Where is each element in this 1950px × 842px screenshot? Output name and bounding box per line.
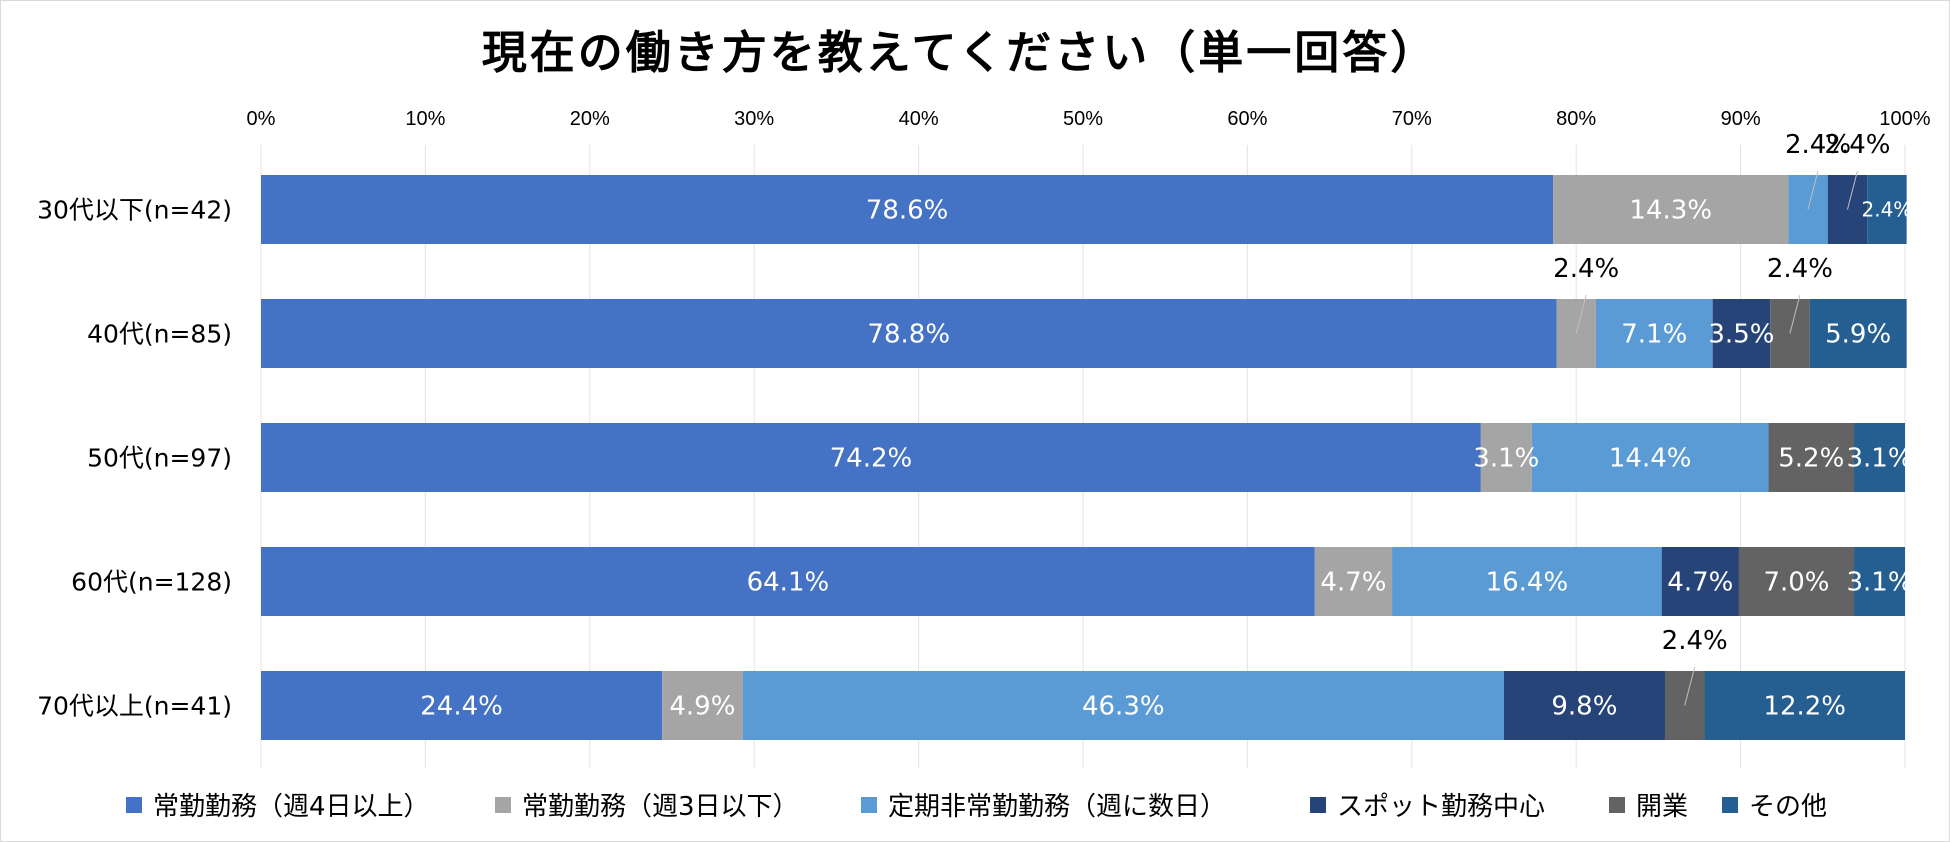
x-tick-label: 40% [899,108,939,130]
data-label-callout: 2.4% [1824,130,1890,160]
x-tick-label: 90% [1721,108,1761,130]
data-label: 46.3% [1082,692,1165,722]
legend-label: 常勤勤務（週3日以下） [522,792,799,822]
legend-swatch [1310,797,1326,813]
x-tick-label: 100% [1879,108,1930,130]
bar-segment [662,671,743,740]
category-label: 40代(n=85) [87,320,232,349]
data-label: 5.9% [1825,320,1891,350]
legend-label: 常勤勤務（週4日以上） [153,792,430,822]
bar-segment [1738,547,1855,616]
category-label: 60代(n=128) [71,568,232,597]
data-label: 78.6% [866,196,949,226]
category-label: 70代以上(n=41) [37,692,232,721]
chart-title: 現在の働き方を教えてください（単一回答） [482,26,1438,79]
data-label-callout: 2.4% [1767,254,1833,284]
data-label: 3.5% [1708,320,1774,350]
bar-segment [1595,299,1713,368]
data-label: 2.4% [1862,198,1913,222]
bar-segment [1661,547,1739,616]
x-axis-ticks: 0% 10% 20% 30% 40% 50% 60% 70% 80% 90% 100% [247,108,1931,130]
x-tick-label: 60% [1227,108,1267,130]
data-label: 4.7% [1320,568,1386,598]
data-label: 64.1% [747,568,830,598]
legend-label: 定期非常勤勤務（週に数日） [888,792,1226,822]
bar-segment [1553,175,1789,244]
bar-segment [1768,423,1855,492]
bar-segment [1531,423,1769,492]
bar-segment [1704,671,1905,740]
data-label: 7.0% [1763,568,1829,598]
data-label: 16.4% [1486,568,1569,598]
x-tick-label: 10% [405,108,445,130]
data-label: 24.4% [420,692,503,722]
bar-segment [1503,671,1665,740]
legend-label: 開業 [1636,792,1688,822]
category-label: 30代以下(n=42) [37,196,232,225]
data-label: 3.1% [1846,568,1912,598]
bar-segment [1809,299,1907,368]
x-tick-label: 70% [1392,108,1432,130]
data-label-callout: 2.4% [1785,130,1851,160]
data-label: 3.1% [1846,444,1912,474]
bar-segment [1854,423,1905,492]
data-labels: 78.6% 14.3%2.4%2.4%2.4%78.8%2.4%7.1% 3.5%2… [420,130,1912,722]
bar-segment [1854,547,1905,616]
bar-segment [261,175,1554,244]
bar-segment [742,671,1504,740]
leader-line [1846,170,1858,210]
bar-segment [261,547,1315,616]
legend-swatch [861,797,877,813]
bar-segment [1480,423,1532,492]
x-tick-label: 80% [1556,108,1596,130]
legend-swatch [1722,797,1738,813]
legend-label: その他 [1749,792,1827,822]
data-label: 14.4% [1609,444,1692,474]
leader-line [1789,294,1801,334]
data-label: 9.8% [1551,692,1617,722]
data-label: 74.2% [830,444,913,474]
x-tick-label: 50% [1063,108,1103,130]
x-tick-label: 0% [247,108,276,130]
bar-segment [261,423,1481,492]
data-label: 14.3% [1629,196,1712,226]
bar-segment [1712,299,1771,368]
x-tick-label: 30% [734,108,774,130]
bar-segment [1867,175,1907,244]
data-label: 7.1% [1621,320,1687,350]
legend-swatch [126,797,142,813]
legend-swatch [495,797,511,813]
leader-line [1575,294,1587,334]
data-label: 12.2% [1763,692,1846,722]
legend-label: スポット勤務中心 [1337,792,1545,822]
leader-line [1684,666,1696,706]
legend-swatch [1609,797,1625,813]
data-label: 4.9% [669,692,735,722]
x-tick-label: 20% [570,108,610,130]
data-label: 3.1% [1473,444,1539,474]
category-label: 50代(n=97) [87,444,232,473]
leader-line [1807,170,1819,210]
bar-segment [1392,547,1662,616]
bar-segment [261,671,663,740]
category-labels: 30代以下(n=42) 40代(n=85) 50代(n=97) 60代(n=128) 7… [37,196,232,721]
data-label-callout: 2.4% [1553,254,1619,284]
legend: 常勤勤務（週4日以上） 常勤勤務（週3日以下） 定期非常勤勤務（週に数日） スポット勤… [126,792,1827,822]
data-label: 5.2% [1778,444,1844,474]
data-label: 78.8% [867,320,950,350]
data-label: 4.7% [1667,568,1733,598]
bar-segment [261,299,1557,368]
bar-segment [1314,547,1393,616]
data-label-callout: 2.4% [1662,626,1728,656]
